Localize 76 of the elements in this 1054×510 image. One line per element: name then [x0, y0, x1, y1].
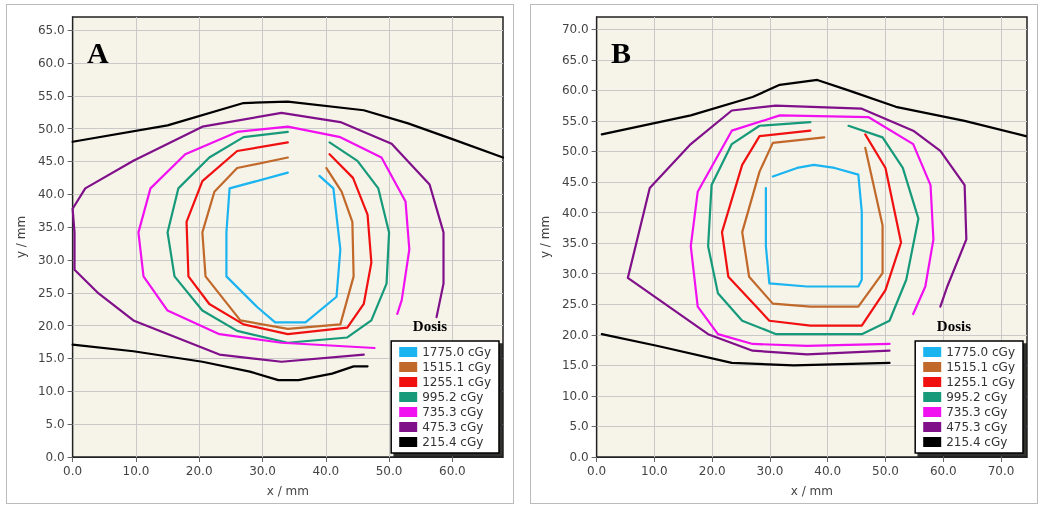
- y-tick-label: 45.0: [561, 175, 589, 189]
- x-axis-title: x / mm: [790, 484, 833, 498]
- y-tick-label: 55.0: [561, 113, 589, 128]
- x-tick-label: 60.0: [929, 464, 957, 478]
- y-tick-label: 65.0: [561, 52, 589, 67]
- x-tick-label: 50.0: [872, 464, 899, 478]
- y-tick-label: 30.0: [37, 252, 65, 267]
- legend-label: 475.3 cGy: [422, 420, 484, 434]
- line-series: [137, 125, 411, 350]
- x-tick-label: 0.0: [587, 464, 607, 478]
- legend-label: 1515.1 cGy: [946, 360, 1016, 374]
- y-tick-label: 0.0: [45, 450, 65, 464]
- y-tick-label: 5.0: [45, 417, 65, 432]
- x-tick-label: 30.0: [756, 464, 784, 478]
- x-tick-label: 20.0: [185, 464, 213, 478]
- y-tick-label: 25.0: [37, 285, 65, 300]
- y-tick-label: 35.0: [37, 220, 65, 235]
- y-tick-label: 20.0: [561, 327, 589, 342]
- y-axis-title: y / mm: [538, 215, 552, 259]
- line-series: [166, 130, 391, 344]
- legend-label: 995.2 cGy: [946, 390, 1008, 404]
- x-tick-label: 10.0: [641, 464, 668, 478]
- legend-label: 1775.0 cGy: [422, 345, 492, 359]
- legend-label: 1255.1 cGy: [422, 375, 492, 389]
- y-tick-label: 50.0: [37, 121, 65, 136]
- x-tick-label: 60.0: [439, 464, 466, 478]
- legend-label: 1775.0 cGy: [946, 345, 1016, 359]
- y-tick-label: 5.0: [569, 419, 589, 434]
- y-tick-label: 65.0: [37, 23, 65, 38]
- legend-title: Dosis: [412, 317, 448, 334]
- y-tick-label: 40.0: [561, 205, 589, 220]
- y-tick-label: 60.0: [37, 55, 65, 70]
- y-tick-label: 70.0: [561, 22, 589, 37]
- legend-label: 735.3 cGy: [422, 405, 484, 419]
- line-series: [720, 129, 903, 327]
- y-tick-label: 0.0: [569, 450, 589, 464]
- x-tick-label: 20.0: [698, 464, 726, 478]
- y-tick-label: 50.0: [561, 144, 589, 159]
- line-series: [741, 136, 884, 308]
- legend-label: 475.3 cGy: [946, 420, 1008, 434]
- y-tick-label: 60.0: [561, 83, 589, 98]
- x-tick-label: 10.0: [122, 464, 150, 478]
- y-tick-label: 55.0: [37, 88, 65, 103]
- line-series: [201, 156, 355, 331]
- legend-label: 215.4 cGy: [946, 435, 1008, 449]
- legend-label: 1515.1 cGy: [422, 360, 492, 374]
- y-tick-label: 30.0: [561, 266, 589, 281]
- line-series: [764, 163, 863, 288]
- line-series: [225, 171, 342, 324]
- legend-label: 215.4 cGy: [422, 435, 484, 449]
- x-tick-label: 70.0: [987, 464, 1015, 478]
- legend-title: Dosis: [936, 317, 972, 334]
- x-tick-label: 40.0: [814, 464, 842, 478]
- y-axis-title: y / mm: [14, 215, 28, 259]
- y-tick-label: 10.0: [561, 388, 589, 403]
- legend-label: 1255.1 cGy: [946, 375, 1016, 389]
- line-series: [185, 141, 373, 336]
- y-tick-label: 25.0: [561, 297, 589, 312]
- y-tick-label: 35.0: [561, 236, 589, 251]
- x-tick-label: 40.0: [312, 464, 340, 478]
- legend-label: 995.2 cGy: [422, 390, 484, 404]
- x-tick-label: 30.0: [249, 464, 276, 478]
- line-series: [707, 121, 920, 336]
- y-tick-label: 10.0: [37, 384, 65, 399]
- y-tick-label: 45.0: [37, 154, 65, 169]
- annotation: A: [87, 35, 109, 69]
- y-tick-label: 40.0: [37, 187, 65, 202]
- line-series: [689, 114, 935, 347]
- annotation: B: [611, 35, 632, 69]
- x-axis-title: x / mm: [266, 484, 309, 498]
- x-tick-label: 0.0: [63, 464, 83, 478]
- y-tick-label: 15.0: [561, 358, 589, 373]
- legend-label: 735.3 cGy: [946, 405, 1008, 419]
- x-tick-label: 50.0: [375, 464, 403, 478]
- y-tick-label: 15.0: [37, 351, 65, 366]
- y-tick-label: 20.0: [37, 318, 65, 333]
